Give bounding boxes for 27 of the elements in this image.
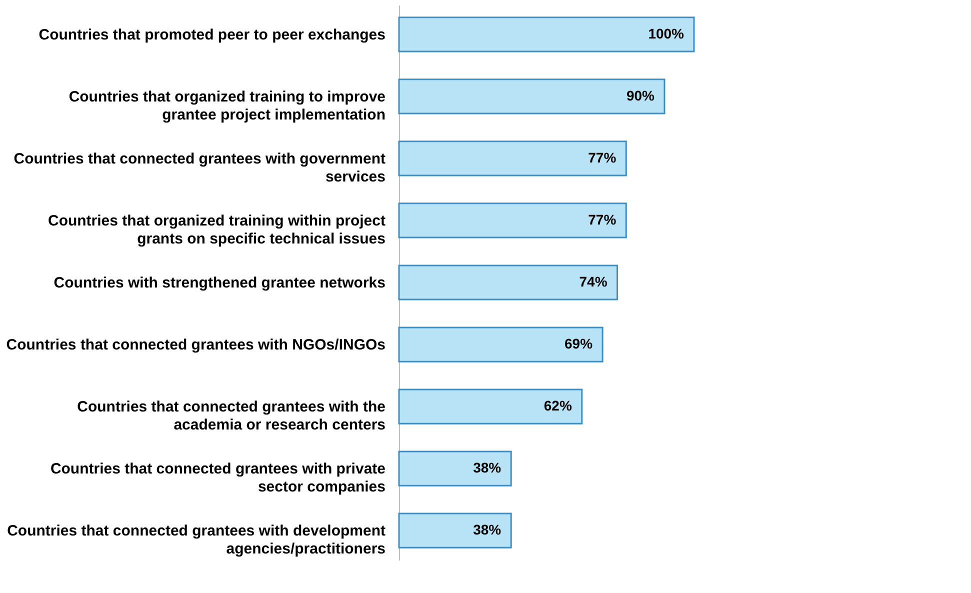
data-label: 62%: [544, 398, 572, 414]
data-label: 100%: [648, 25, 685, 42]
bar: [398, 202, 627, 238]
y-tick-label: Countries that connected grantees with private sector companies: [50, 460, 386, 496]
bar: [398, 140, 627, 176]
bar: [398, 450, 512, 486]
y-tick-label: Countries that connected grantees with NGOs/INGOs: [6, 336, 386, 354]
y-tick-label: Countries that promoted peer to peer exchanges: [38, 26, 386, 44]
y-tick-label: Countries with strengthened grantee networks: [54, 274, 386, 292]
y-tick-label: Countries that connected grantees with the academia or research centers: [77, 398, 386, 434]
y-tick-label: Countries that organized training to improve grantee project implementation: [68, 88, 386, 124]
y-tick-label: Countries that connected grantees with government services: [14, 150, 386, 186]
data-label: 77%: [588, 211, 617, 228]
bar: [398, 512, 512, 548]
data-label: 90%: [626, 87, 656, 104]
data-label: 77%: [588, 149, 617, 166]
bar: [398, 264, 618, 300]
data-label: 69%: [564, 336, 594, 352]
bar: [398, 16, 695, 52]
bar: [398, 326, 604, 362]
y-tick-label: Countries that connected grantees with development agencies/practitioners: [7, 522, 386, 558]
bar: [398, 388, 583, 424]
data-label: 38%: [473, 522, 502, 538]
y-tick-label: Countries that organized training within project grants on specific technical issues: [48, 212, 386, 248]
bar: [398, 78, 666, 114]
data-label: 38%: [473, 460, 502, 476]
data-label: 74%: [579, 274, 608, 290]
